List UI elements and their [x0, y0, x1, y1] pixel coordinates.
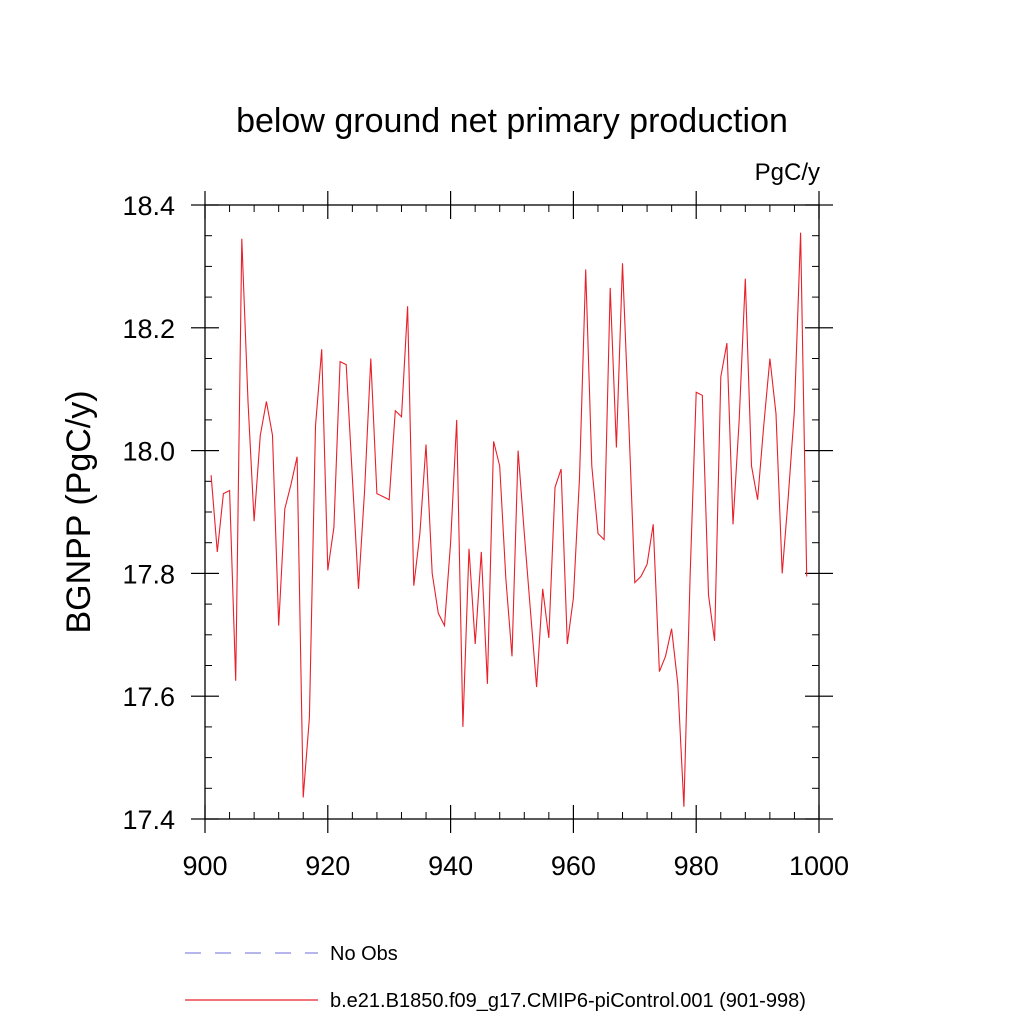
x-tick-label: 980 — [674, 851, 719, 881]
x-tick-label: 960 — [551, 851, 596, 881]
chart-title: below ground net primary production — [236, 102, 788, 140]
y-axis-title: BGNPP (PgC/y) — [60, 390, 98, 633]
axis-marks: 900 920 940 960 980 1000 17.4 17.6 17.8 18.0 18.2 1… — [122, 191, 849, 881]
legend-label-no-obs: No Obs — [330, 943, 398, 965]
x-tick-label: 1000 — [789, 851, 849, 881]
x-tick-label: 900 — [182, 851, 227, 881]
series-line — [210, 232, 808, 807]
units-label: PgC/y — [755, 159, 820, 186]
y-tick-label: 18.2 — [122, 314, 175, 344]
legend: No Obs b.e21.B1850.f09_g17.CMIP6-piContr… — [185, 943, 806, 1012]
y-tick-label: 17.6 — [122, 682, 175, 712]
x-tick-label: 940 — [428, 851, 473, 881]
plot-frame — [204, 204, 820, 820]
y-tick-label: 18.4 — [122, 191, 175, 221]
series-group — [210, 232, 808, 807]
legend-label-model: b.e21.B1850.f09_g17.CMIP6-piControl.001 … — [330, 990, 806, 1012]
y-tick-label: 17.8 — [122, 559, 175, 589]
y-tick-label: 17.4 — [122, 805, 175, 835]
x-tick-label: 920 — [305, 851, 350, 881]
y-tick-label: 18.0 — [122, 437, 175, 467]
